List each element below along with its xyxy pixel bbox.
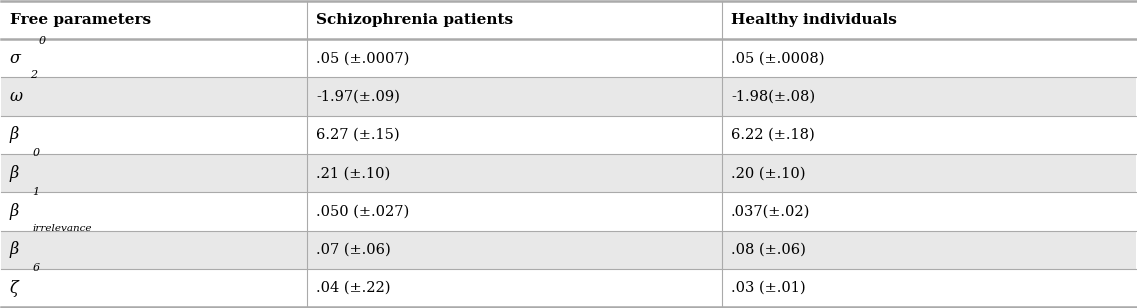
Text: .050 (±.027): .050 (±.027) [316, 205, 409, 218]
Text: 6.27 (±.15): 6.27 (±.15) [316, 128, 400, 142]
Text: Schizophrenia patients: Schizophrenia patients [316, 13, 514, 27]
FancyBboxPatch shape [1, 1, 307, 39]
FancyBboxPatch shape [722, 269, 1136, 307]
Text: Healthy individuals: Healthy individuals [731, 13, 897, 27]
FancyBboxPatch shape [722, 192, 1136, 231]
FancyBboxPatch shape [722, 116, 1136, 154]
Text: ζ: ζ [10, 280, 18, 297]
FancyBboxPatch shape [307, 1, 722, 39]
FancyBboxPatch shape [307, 192, 722, 231]
Text: 0: 0 [39, 36, 45, 46]
FancyBboxPatch shape [722, 39, 1136, 77]
FancyBboxPatch shape [1, 116, 307, 154]
Text: β: β [10, 203, 19, 220]
FancyBboxPatch shape [307, 154, 722, 192]
Text: .21 (±.10): .21 (±.10) [316, 166, 391, 180]
FancyBboxPatch shape [1, 77, 307, 116]
FancyBboxPatch shape [722, 154, 1136, 192]
Text: .04 (±.22): .04 (±.22) [316, 281, 391, 295]
Text: 1: 1 [33, 187, 40, 197]
FancyBboxPatch shape [1, 39, 307, 77]
Text: 0: 0 [33, 148, 40, 158]
Text: .03 (±.01): .03 (±.01) [731, 281, 805, 295]
FancyBboxPatch shape [1, 231, 307, 269]
FancyBboxPatch shape [1, 192, 307, 231]
FancyBboxPatch shape [307, 39, 722, 77]
Text: 6.22 (±.18): 6.22 (±.18) [731, 128, 814, 142]
Text: β: β [10, 165, 19, 182]
Text: .20 (±.10): .20 (±.10) [731, 166, 805, 180]
Text: β: β [10, 241, 19, 258]
Text: irrelevance: irrelevance [33, 224, 92, 233]
FancyBboxPatch shape [1, 154, 307, 192]
Text: .08 (±.06): .08 (±.06) [731, 243, 806, 257]
Text: Free parameters: Free parameters [10, 13, 151, 27]
FancyBboxPatch shape [307, 269, 722, 307]
Text: -1.97(±.09): -1.97(±.09) [316, 90, 400, 103]
Text: 2: 2 [31, 70, 38, 80]
Text: .05 (±.0008): .05 (±.0008) [731, 51, 824, 65]
Text: .037(±.02): .037(±.02) [731, 205, 811, 218]
Text: -1.98(±.08): -1.98(±.08) [731, 90, 815, 103]
Text: ω: ω [10, 88, 23, 105]
FancyBboxPatch shape [722, 1, 1136, 39]
Text: 6: 6 [33, 263, 40, 273]
Text: .05 (±.0007): .05 (±.0007) [316, 51, 409, 65]
FancyBboxPatch shape [307, 77, 722, 116]
FancyBboxPatch shape [307, 116, 722, 154]
FancyBboxPatch shape [722, 231, 1136, 269]
FancyBboxPatch shape [722, 77, 1136, 116]
Text: σ: σ [10, 50, 20, 67]
FancyBboxPatch shape [307, 231, 722, 269]
FancyBboxPatch shape [1, 269, 307, 307]
Text: .07 (±.06): .07 (±.06) [316, 243, 391, 257]
Text: β: β [10, 126, 19, 143]
